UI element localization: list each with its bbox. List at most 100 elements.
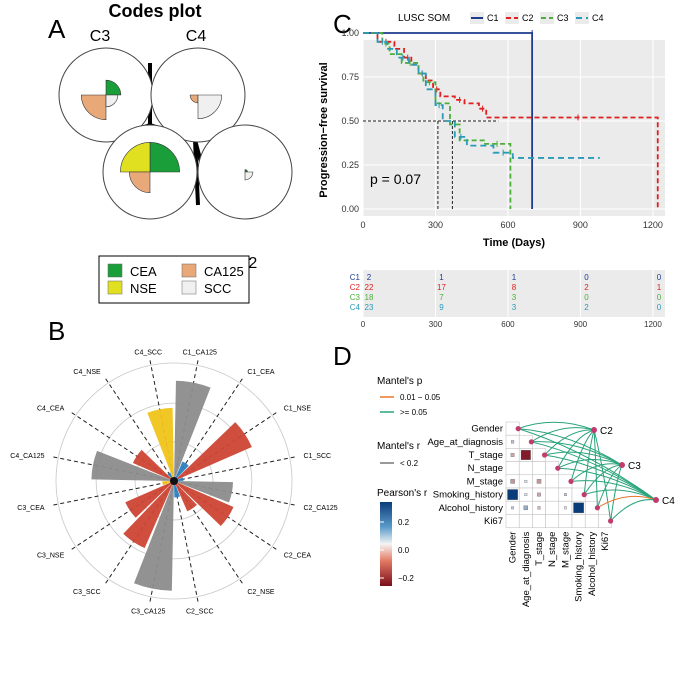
km-pvalue: p = 0.07	[370, 171, 421, 187]
polar-label-c4_ca125: C4_CA125	[10, 453, 44, 460]
polar-bar-c2_ca125	[174, 481, 233, 503]
corr-cell	[545, 514, 560, 528]
corr-cell	[505, 514, 520, 528]
corr-row-label: Ki67	[484, 516, 503, 527]
polar-label-c2_scc: C2_SCC	[186, 608, 214, 615]
polar-label-c1_ca125: C1_CA125	[183, 350, 217, 357]
km-y-tick: 0.50	[341, 116, 359, 126]
corr-row-label: Gender	[471, 424, 503, 435]
polar-spoke	[103, 375, 175, 482]
codes-legend-label-scc: SCC	[204, 281, 231, 296]
mantel-edge	[570, 480, 657, 501]
corr-square	[507, 489, 518, 500]
polar-bar-chart: C1_CA125 C1_CEA C1_NSE C1_SCC C2_CA125 C2_CEA…	[10, 350, 338, 616]
corr-col-label: Smoking_history	[574, 531, 585, 601]
pearson-ticks: 0.2 0.0 −0.2	[380, 518, 414, 583]
km-legend-label-c2: C2	[522, 13, 534, 23]
corr-row-label: Smoking_history	[433, 490, 503, 501]
polar-bar-c3_nse	[125, 481, 174, 518]
polar-bar-c2_nse	[174, 481, 197, 512]
km-legend: LUSC SOM C1 C2 C3 C4	[398, 12, 604, 24]
panel-b-label: B	[48, 316, 65, 346]
polar-label-c3_ca125: C3_CA125	[131, 608, 165, 615]
km-y-tick: 0.25	[341, 160, 359, 170]
corr-cell	[505, 461, 520, 476]
corr-col-label: N_stage	[547, 532, 558, 567]
corr-var-node	[568, 478, 574, 484]
corr-col-label: M_stage	[560, 532, 571, 568]
corr-col-label: T_stage	[534, 532, 545, 566]
codes-legend-swatch-scc	[181, 280, 197, 295]
mantel-edge	[610, 499, 657, 522]
corr-square	[537, 492, 541, 497]
panel-d-label: D	[333, 341, 352, 371]
codes-plot: C3C4C1C2	[58, 28, 293, 272]
corr-cell	[545, 487, 560, 502]
km-x-tick: 600	[500, 220, 515, 230]
codes-wedge-c3-scc	[105, 94, 119, 108]
codes-unit-label-c3: C3	[90, 28, 111, 45]
km-y-tick: 0.75	[341, 72, 359, 82]
polar-label-c2_cea: C2_CEA	[284, 552, 312, 559]
risk-x-tick: 1200	[644, 320, 662, 329]
corr-cell	[518, 514, 533, 528]
pearson-tick-label: −0.2	[398, 574, 414, 583]
mantel-group-node-c3	[619, 462, 625, 468]
corr-cell	[532, 514, 546, 528]
corr-var-node	[542, 452, 548, 458]
panel-c: C LUSC SOM C1 C2 C3 C4 0 300 600 900 12000.000.…	[318, 9, 665, 329]
corr-square	[523, 505, 528, 510]
mantel-legends: Mantel's p 0.01 − 0.05 >= 0.05 Mantel's …	[377, 376, 441, 586]
km-curve-c4	[363, 32, 600, 159]
mantel-edge	[518, 428, 623, 466]
corr-row-label: T_stage	[469, 450, 503, 461]
polar-spoke	[173, 480, 200, 605]
polar-label-c2_nse: C2_NSE	[247, 589, 275, 596]
risk-count: 2	[584, 283, 589, 292]
polar-label-c1_scc: C1_SCC	[303, 453, 331, 460]
risk-table-bg	[363, 270, 665, 317]
codes-wedge-c3-cea	[105, 79, 122, 96]
km-x-axis-label: Time (Days)	[483, 237, 545, 249]
polar-bar-c3_scc	[123, 481, 174, 549]
panel-b: B C1_CA125 C1_CEA C1_NSE C1_SCC C2_CA125 C2_C…	[10, 316, 338, 615]
panel-c-label: C	[333, 9, 352, 39]
codes-wedge-c2-scc	[244, 171, 254, 181]
risk-count: 2	[584, 303, 589, 312]
corr-cell	[532, 461, 546, 476]
km-legend-label-c4: C4	[592, 13, 604, 23]
mantel-group-label-c2: C2	[600, 426, 613, 437]
corr-cell	[545, 474, 560, 489]
km-legend-label-c3: C3	[557, 13, 569, 23]
km-x-tick: 300	[428, 220, 443, 230]
corr-row-label: N_stage	[468, 463, 503, 474]
km-legend-key-c2	[505, 12, 519, 24]
polar-gridline	[55, 362, 293, 600]
risk-count: 9	[439, 303, 444, 312]
polar-label-c2_ca125: C2_CA125	[303, 505, 337, 512]
polar-bar-c4_scc	[147, 407, 174, 481]
risk-x-tick: 900	[574, 320, 588, 329]
polar-bar-c1_cea	[174, 461, 189, 481]
risk-count: 0	[657, 293, 662, 302]
polar-bar-c1_nse	[174, 422, 252, 481]
km-y-axis-label: Progression−free survival	[318, 62, 330, 197]
mantel-r-label: < 0.2	[400, 459, 419, 468]
km-x-tick: 900	[573, 220, 588, 230]
risk-count: 0	[657, 303, 662, 312]
risk-count: 1	[657, 283, 662, 292]
codes-legend-swatch-ca125	[181, 263, 197, 278]
polar-bar-c4_cea	[132, 449, 174, 481]
mantel-edge	[570, 463, 623, 482]
mantel-edge	[557, 459, 623, 469]
pearson-colorbar	[380, 502, 392, 586]
mantel-edge	[544, 429, 595, 456]
mantel-group-node-c4	[653, 497, 659, 503]
risk-count: 3	[512, 303, 517, 312]
km-curve-c3	[363, 32, 512, 209]
polar-gridline	[134, 441, 214, 521]
corr-square	[564, 506, 567, 510]
